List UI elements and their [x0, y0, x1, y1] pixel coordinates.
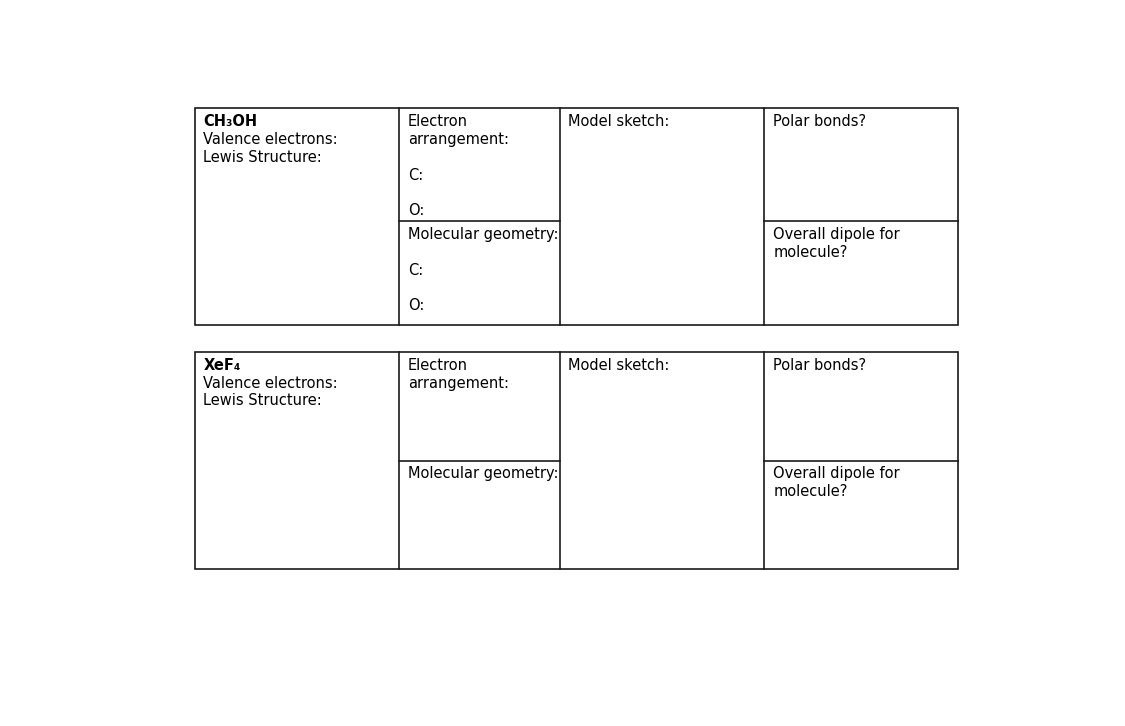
Text: Electron: Electron [408, 114, 468, 129]
Text: XeF₄: XeF₄ [204, 358, 241, 372]
Text: O:: O: [408, 203, 424, 219]
Text: Valence electrons:: Valence electrons: [204, 375, 338, 391]
Text: molecule?: molecule? [773, 484, 847, 499]
Text: Model sketch:: Model sketch: [568, 358, 669, 372]
Text: Molecular geometry:: Molecular geometry: [408, 227, 559, 242]
Text: Model sketch:: Model sketch: [568, 114, 669, 129]
Text: Valence electrons:: Valence electrons: [204, 132, 338, 147]
Text: Overall dipole for: Overall dipole for [773, 227, 900, 242]
Text: arrangement:: arrangement: [408, 132, 510, 147]
Text: Polar bonds?: Polar bonds? [773, 114, 866, 129]
Text: Molecular geometry:: Molecular geometry: [408, 466, 559, 481]
Text: Polar bonds?: Polar bonds? [773, 358, 866, 372]
Text: CH₃OH: CH₃OH [204, 114, 258, 129]
Text: arrangement:: arrangement: [408, 375, 510, 391]
Text: O:: O: [408, 298, 424, 314]
Text: C:: C: [408, 263, 423, 277]
Text: Lewis Structure:: Lewis Structure: [204, 393, 322, 409]
Text: Electron: Electron [408, 358, 468, 372]
Text: molecule?: molecule? [773, 245, 847, 260]
Text: Lewis Structure:: Lewis Structure: [204, 150, 322, 165]
Text: C:: C: [408, 168, 423, 183]
Text: Overall dipole for: Overall dipole for [773, 466, 900, 481]
